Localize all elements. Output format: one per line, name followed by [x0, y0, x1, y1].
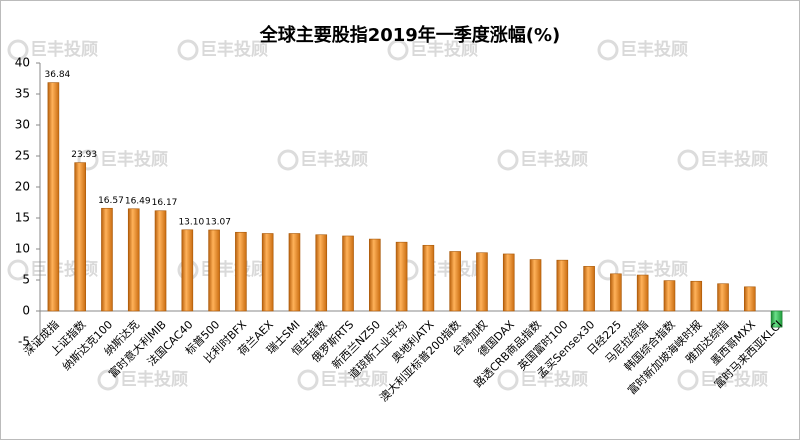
- watermark-icon: [497, 369, 519, 391]
- watermark: 巨丰投顾: [300, 149, 368, 170]
- bar: [770, 310, 783, 328]
- watermark-icon: [497, 149, 519, 171]
- bar: [476, 252, 488, 312]
- bar: [502, 253, 515, 312]
- bar: [181, 229, 194, 312]
- watermark-icon: [597, 39, 619, 61]
- y-tick-label: 5: [22, 273, 30, 287]
- value-label: 36.84: [45, 70, 71, 80]
- bar: [208, 229, 220, 312]
- watermark-icon: [297, 369, 319, 391]
- y-tick-label: 0: [22, 304, 30, 318]
- watermark-icon: [387, 39, 409, 61]
- bar: [342, 235, 354, 312]
- watermark-icon: [7, 259, 29, 281]
- bar: [288, 233, 301, 312]
- y-tick-label: 35: [15, 87, 30, 101]
- y-tick-label: 20: [15, 180, 30, 194]
- watermark: 巨丰投顾: [200, 39, 268, 60]
- bar: [127, 208, 140, 312]
- watermark-icon: [677, 149, 699, 171]
- watermark: 巨丰投顾: [520, 149, 588, 170]
- value-label: 16.17: [152, 198, 178, 208]
- bar: [395, 241, 408, 312]
- bar: [690, 280, 703, 312]
- watermark: 巨丰投顾: [100, 149, 168, 170]
- bar: [744, 286, 756, 312]
- value-label: 13.10: [178, 217, 204, 227]
- bar: [154, 210, 167, 312]
- value-label: 13.07: [205, 217, 231, 227]
- watermark-icon: [277, 149, 299, 171]
- chart-title: 全球主要股指2019年一季度涨幅(%): [259, 24, 561, 46]
- bar: [583, 266, 595, 312]
- watermark: 巨丰投顾: [120, 369, 188, 390]
- bar: [636, 274, 649, 312]
- bar: [47, 82, 60, 312]
- watermark: 巨丰投顾: [620, 39, 688, 60]
- bar: [610, 273, 622, 312]
- watermark: 巨丰投顾: [30, 39, 98, 60]
- value-label: 16.49: [125, 196, 151, 206]
- bar: [663, 280, 676, 312]
- watermark-icon: [77, 149, 99, 171]
- bar: [235, 231, 247, 312]
- bar: [529, 259, 542, 312]
- bar: [449, 251, 461, 312]
- watermark: 巨丰投顾: [700, 149, 768, 170]
- bar: [369, 238, 381, 312]
- watermark-icon: [97, 369, 119, 391]
- watermark-icon: [177, 39, 199, 61]
- watermark-icon: [597, 259, 619, 281]
- bar: [315, 234, 328, 312]
- value-label: 23.93: [71, 150, 97, 160]
- y-tick-label: 25: [15, 149, 30, 163]
- bar: [101, 207, 113, 312]
- bar: [261, 233, 274, 312]
- watermark: 巨丰投顾: [520, 369, 588, 390]
- bar: [74, 162, 86, 312]
- watermark-icon: [7, 39, 29, 61]
- y-tick-label: 40: [15, 56, 30, 70]
- y-tick-label: 15: [15, 211, 30, 225]
- y-tick-label: 10: [15, 242, 30, 256]
- watermark: 巨丰投顾: [620, 259, 688, 280]
- bar: [556, 259, 569, 312]
- watermark: 巨丰投顾: [410, 39, 478, 60]
- watermark: 巨丰投顾: [320, 369, 388, 390]
- y-tick-label: 30: [15, 118, 30, 132]
- watermark: 巨丰投顾: [700, 369, 768, 390]
- value-label: 16.57: [98, 196, 124, 206]
- bar: [422, 244, 435, 312]
- watermark-icon: [677, 369, 699, 391]
- bar: [717, 283, 729, 312]
- y-tick-label: -5: [18, 335, 30, 349]
